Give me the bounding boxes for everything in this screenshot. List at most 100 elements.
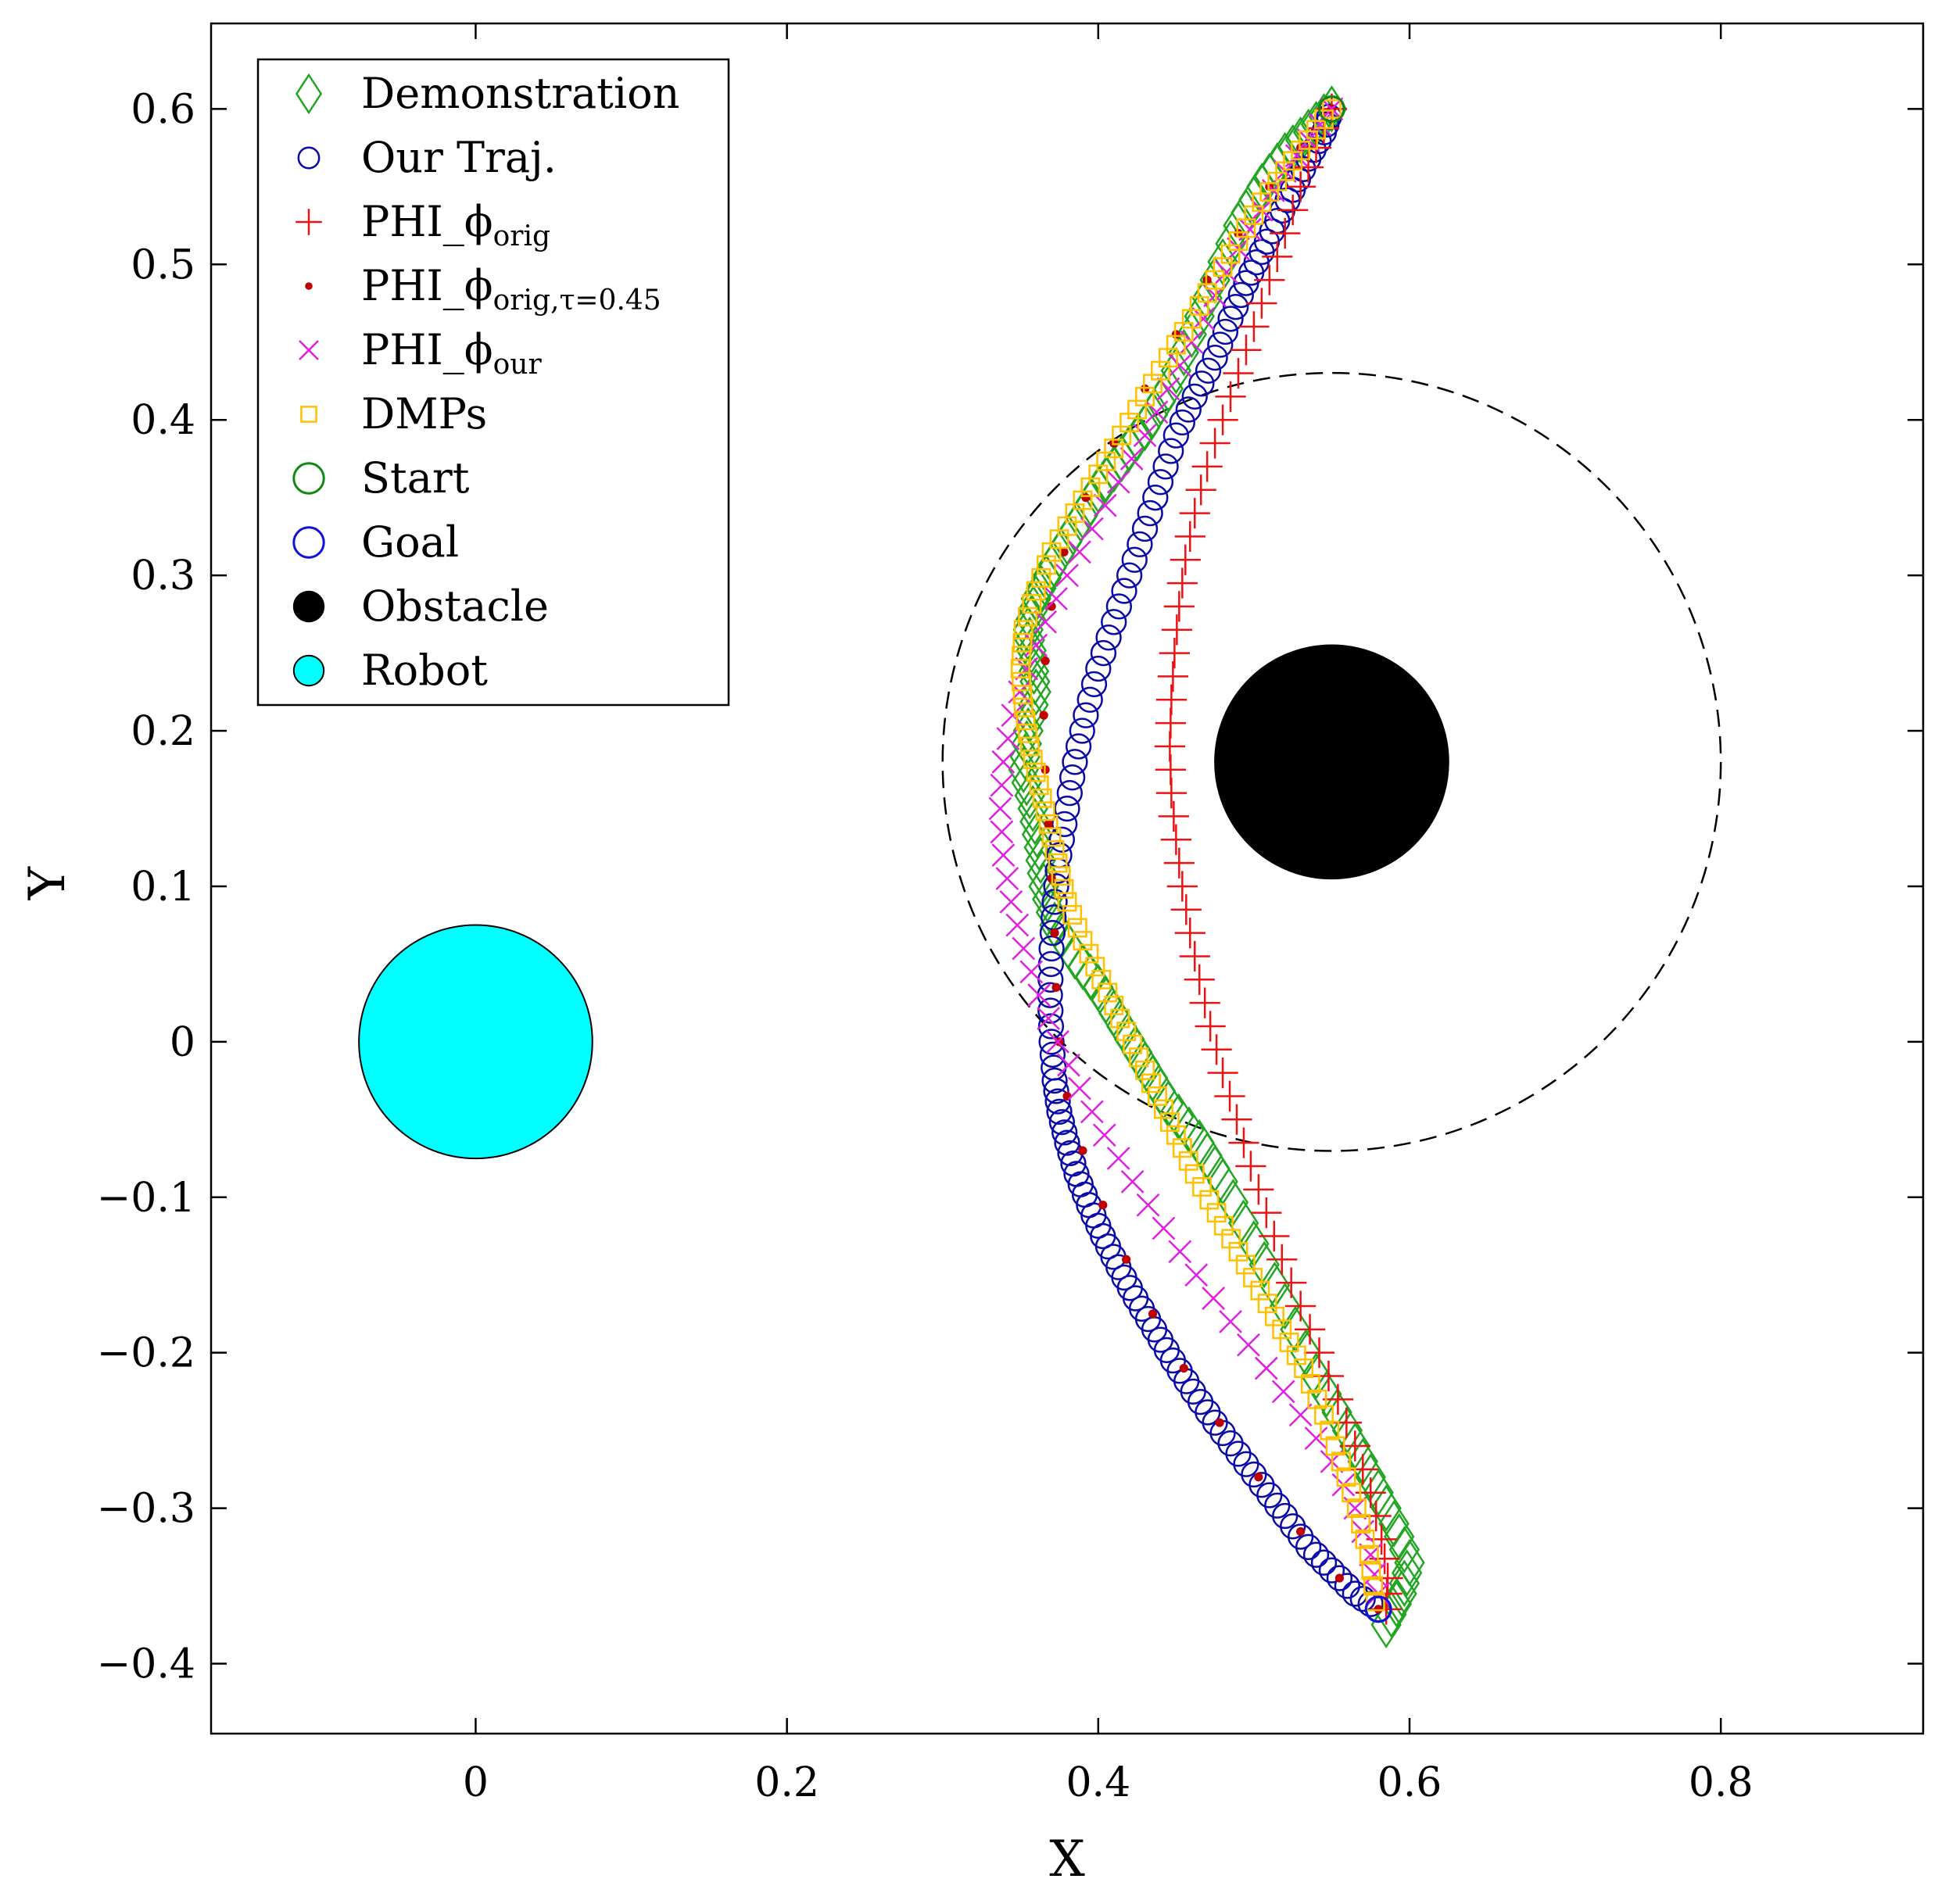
phi_our-point	[1106, 1147, 1130, 1170]
dmps-point	[1012, 671, 1032, 692]
start-marker	[1317, 95, 1345, 123]
ours-point	[1046, 1098, 1073, 1126]
phi_orig-point	[1155, 778, 1187, 809]
demo-point	[1391, 1549, 1423, 1597]
phi_our-point	[1168, 1240, 1192, 1264]
y-axis-ticks: 0.6 0.5 0.4 0.3 0.2 0.1 0 −0.1 −0.2 −0.3 −0.4	[97, 86, 1923, 1687]
phi_tau-point	[1334, 1573, 1345, 1583]
dmps-point	[1314, 1405, 1334, 1425]
dmps-point	[1363, 1576, 1383, 1596]
ours-point	[1217, 306, 1244, 332]
ours-point	[1169, 409, 1195, 436]
phi_our-point	[1012, 936, 1036, 961]
legend-phi_orig-label: PHI_ϕorig	[361, 197, 550, 252]
phi_orig-point	[1185, 474, 1216, 506]
ours-point	[1188, 370, 1215, 397]
ours-point	[1062, 749, 1088, 775]
legend-phi_our-label: PHI_ϕour	[361, 325, 542, 381]
legend-item-obstacle: Obstacle	[292, 582, 549, 631]
dmps-point	[1012, 632, 1033, 653]
phi_our-point	[988, 796, 1012, 821]
ours-point	[1037, 1013, 1065, 1040]
ours-point	[1326, 1565, 1353, 1591]
phi_our-series	[988, 97, 1391, 1605]
dmps-point	[1365, 1591, 1385, 1612]
dmps-point	[1104, 995, 1124, 1015]
dmps-point	[1307, 1389, 1327, 1409]
ours-point	[1065, 733, 1092, 760]
phi_orig-point	[1270, 217, 1301, 249]
demo-point	[1386, 1569, 1417, 1618]
phi_our-point	[1044, 587, 1068, 610]
dmps-point	[1018, 607, 1038, 627]
phi_orig-point	[1215, 381, 1246, 412]
dmps-point	[1054, 879, 1074, 899]
obstacle-circle	[1214, 644, 1449, 880]
demo-point	[1008, 746, 1039, 794]
legend-robot-label: Robot	[361, 646, 488, 695]
dmps-series	[1010, 98, 1385, 1612]
dmps-point	[1022, 594, 1042, 614]
phi_our-point	[1320, 97, 1344, 121]
ours-point	[1295, 1534, 1322, 1560]
y-tick-label: 0.3	[131, 553, 195, 599]
legend-item-phi_orig: PHI_ϕorig	[296, 197, 550, 252]
phi_orig-point	[1254, 264, 1285, 295]
legend-phi_our-marker	[299, 340, 319, 360]
legend-robot-marker	[292, 654, 325, 687]
demo-point	[1014, 771, 1045, 820]
dmps-point	[1048, 853, 1068, 873]
dmps-point	[1016, 710, 1036, 731]
legend-obstacle-marker	[292, 590, 325, 623]
phi_orig-point	[1243, 1174, 1274, 1205]
phi_tau-point	[1374, 1605, 1383, 1614]
dmps-point	[1062, 904, 1083, 925]
dmps-point	[1141, 1073, 1161, 1093]
legend-goal-label: Goal	[361, 517, 459, 567]
phi_orig-point	[1262, 241, 1293, 272]
legend-item-ours: Our Traj.	[297, 133, 557, 182]
phi_our-point	[995, 867, 1019, 890]
phi_orig-point	[1294, 1314, 1326, 1345]
ours-point	[1044, 1088, 1071, 1115]
dmps-point	[1192, 1177, 1212, 1197]
ours-point	[1310, 1549, 1338, 1576]
phi_tau-point	[1059, 547, 1069, 557]
ours-point	[1349, 1585, 1376, 1612]
phi_our-point	[1055, 564, 1079, 588]
ours-point	[1142, 485, 1169, 511]
x-tick-label: 0.4	[1066, 1759, 1130, 1806]
ours-point	[1059, 764, 1086, 791]
demo-point	[1370, 1601, 1402, 1649]
phi_our-point	[1080, 517, 1104, 541]
phi_tau-point	[1098, 1201, 1108, 1210]
ours-point	[1101, 609, 1127, 635]
dmps-point	[1221, 1229, 1241, 1249]
phi_our-point	[991, 843, 1016, 868]
phi_tau-point	[1081, 493, 1091, 503]
legend-phi_tau-marker	[305, 282, 313, 290]
demo-point	[1025, 836, 1056, 885]
phi_our-point	[1033, 610, 1058, 634]
ours-point	[1162, 422, 1190, 449]
dmps-point	[1012, 685, 1033, 705]
ours-point	[1302, 1541, 1330, 1568]
phi_our-point	[1005, 913, 1030, 937]
phi_tau-point	[1055, 1037, 1064, 1047]
phi_tau-point	[1039, 710, 1048, 720]
legend-item-phi_tau: PHI_ϕorig,τ=0.45	[305, 261, 661, 317]
legend-item-goal: Goal	[292, 517, 459, 567]
ours-point	[1051, 1119, 1078, 1146]
phi_tau-point	[1062, 1091, 1072, 1101]
phi_our-point	[1296, 128, 1320, 152]
dmps-point	[1355, 1529, 1375, 1549]
demo-point	[1009, 732, 1041, 781]
legend-obstacle-label: Obstacle	[361, 582, 549, 631]
ours-point	[1127, 531, 1153, 557]
dmps-point	[1023, 750, 1043, 769]
dmps-point	[1032, 788, 1052, 808]
phi_orig-point	[1221, 1104, 1252, 1135]
phi_orig-point	[1276, 1267, 1307, 1298]
dmps-point	[1079, 943, 1099, 964]
phi_orig-point	[1158, 800, 1189, 832]
